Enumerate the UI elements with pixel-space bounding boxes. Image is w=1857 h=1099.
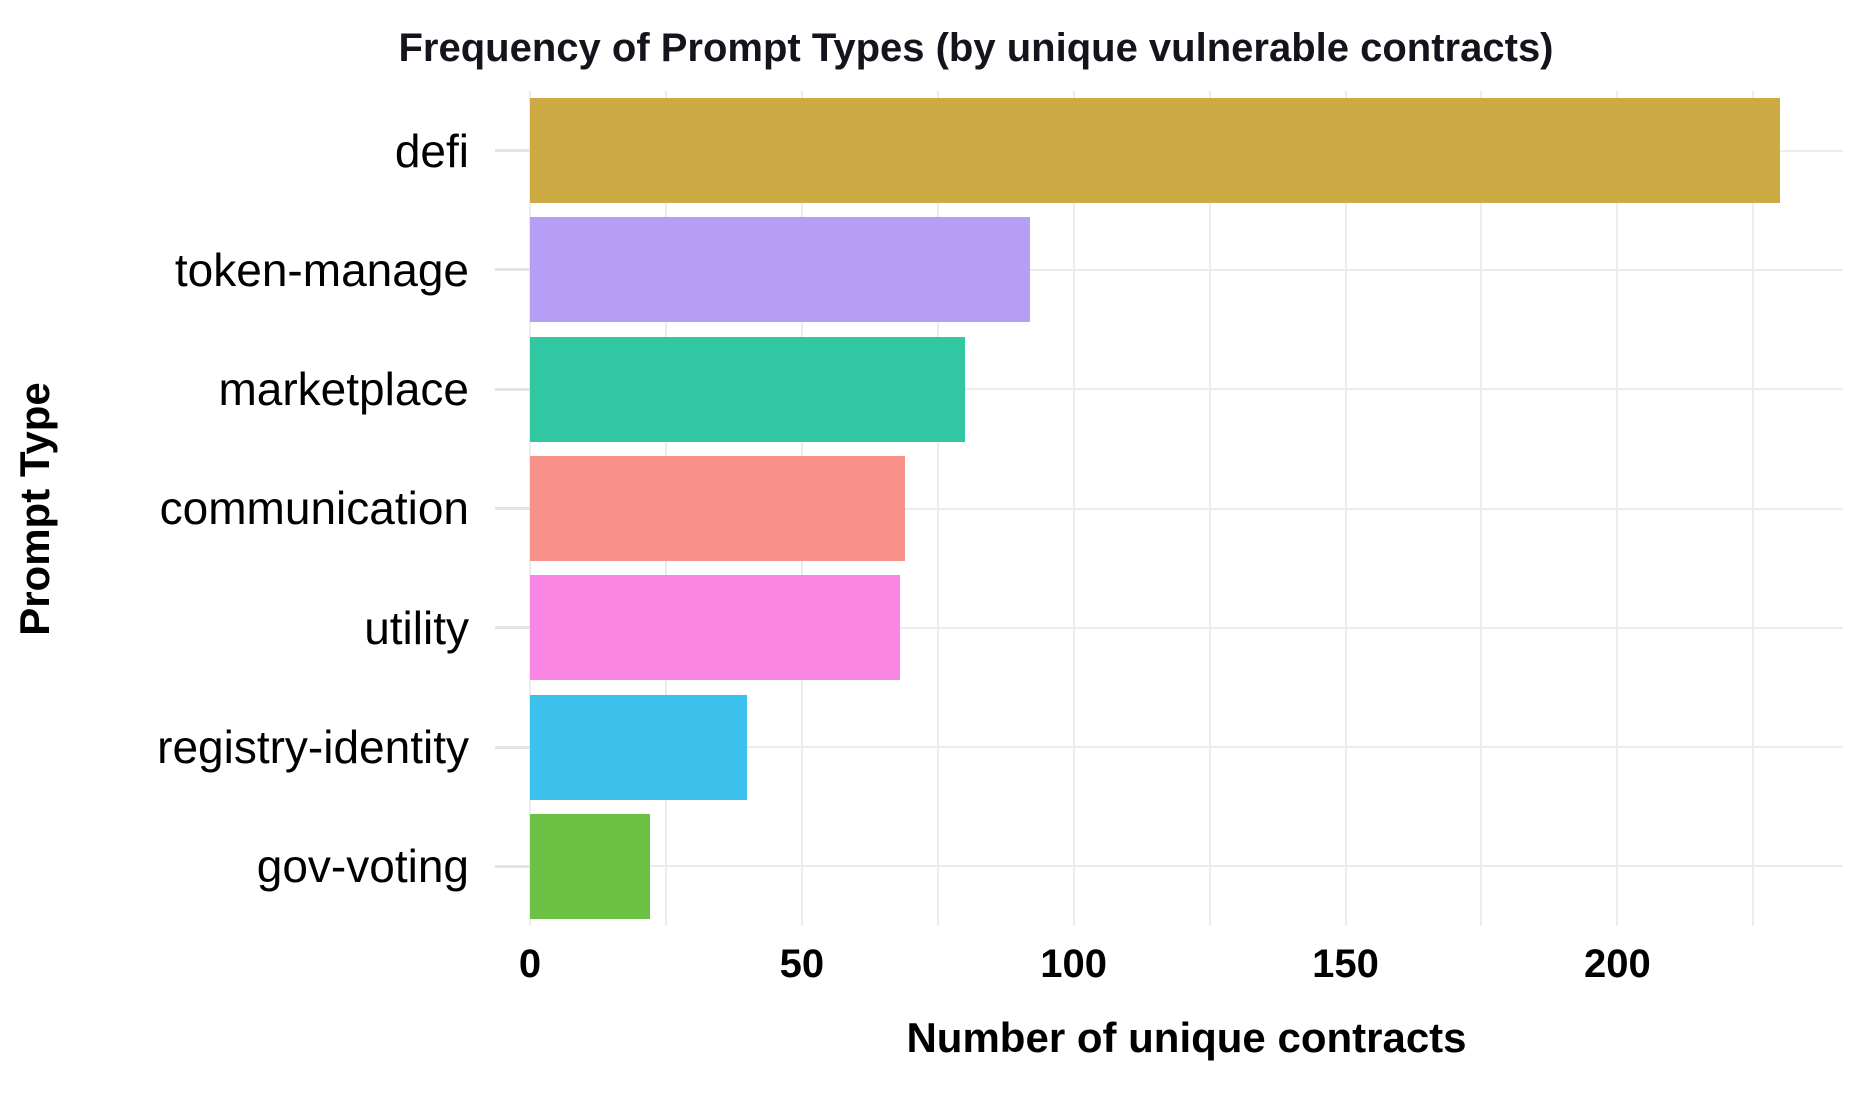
gridline-horizontal: [530, 746, 1843, 749]
gridlines-layer: [529, 91, 1843, 926]
bar-track: [530, 687, 1843, 806]
bar-track: [530, 210, 1843, 329]
bar-defi: [530, 98, 1781, 204]
bar-track: [530, 91, 1843, 210]
gridline-horizontal: [530, 507, 1843, 510]
bar-communication: [530, 456, 906, 561]
category-label: registry-identity: [157, 721, 469, 774]
category-label: utility: [364, 601, 469, 654]
category-label: gov-voting: [256, 840, 469, 893]
bar-utility: [530, 575, 900, 681]
plot-area: defi token-manage marketplace communication…: [70, 91, 1857, 926]
category-tick-mark: [495, 506, 530, 510]
category-label: marketplace: [218, 363, 469, 416]
category-label: token-manage: [174, 243, 469, 296]
chart-row: utility: [70, 568, 1857, 687]
x-tick-label: 50: [779, 942, 825, 986]
category-tick-mark: [495, 268, 530, 272]
chart-row: defi: [70, 91, 1857, 210]
bar-track: [530, 807, 1843, 926]
bar-track: [530, 449, 1843, 568]
category-tick-mark: [495, 387, 530, 391]
category-label: communication: [159, 482, 469, 535]
gridline-horizontal: [530, 626, 1843, 629]
chart-row: token-manage: [70, 210, 1857, 329]
chart-row: marketplace: [70, 330, 1857, 449]
x-tick-label: 200: [1583, 942, 1651, 986]
category-tick-mark: [495, 745, 530, 749]
gridline-horizontal: [530, 388, 1843, 391]
bar-registry-identity: [530, 694, 748, 800]
x-tick-label: 0: [518, 942, 542, 986]
bar-track: [530, 330, 1843, 449]
category-tick-mark: [495, 626, 530, 630]
gridline-horizontal: [530, 268, 1843, 271]
chart-content: Prompt Type defi token-manage marketplace c…: [0, 91, 1857, 1062]
x-tick-label: 100: [1040, 942, 1108, 986]
x-axis-title: Number of unique contracts: [906, 1014, 1467, 1061]
bar-track: [530, 568, 1843, 687]
category-label: defi: [394, 124, 469, 177]
chart-row: gov-voting: [70, 807, 1857, 926]
chart-row: communication: [70, 449, 1857, 568]
y-axis-title: Prompt Type: [11, 381, 58, 636]
plot-column: defi token-manage marketplace communication…: [70, 91, 1857, 1062]
x-tick-label: 150: [1312, 942, 1379, 986]
category-tick-mark: [495, 864, 530, 868]
category-tick-mark: [495, 149, 530, 153]
chart-row: registry-identity: [70, 687, 1857, 806]
chart-title: Frequency of Prompt Types (by unique vul…: [398, 26, 1554, 70]
bar-token-manage: [530, 217, 1031, 323]
bars-container: defi token-manage marketplace communication…: [70, 91, 1857, 926]
gridline-horizontal: [530, 865, 1843, 868]
y-axis-title-column: Prompt Type: [0, 91, 70, 926]
bar-gov-voting: [530, 813, 650, 919]
x-axis-tick-labels: 0 50 100 150 200: [519, 926, 1843, 1014]
bar-marketplace: [530, 336, 965, 442]
x-axis-title-row: Number of unique contracts: [530, 1014, 1843, 1062]
